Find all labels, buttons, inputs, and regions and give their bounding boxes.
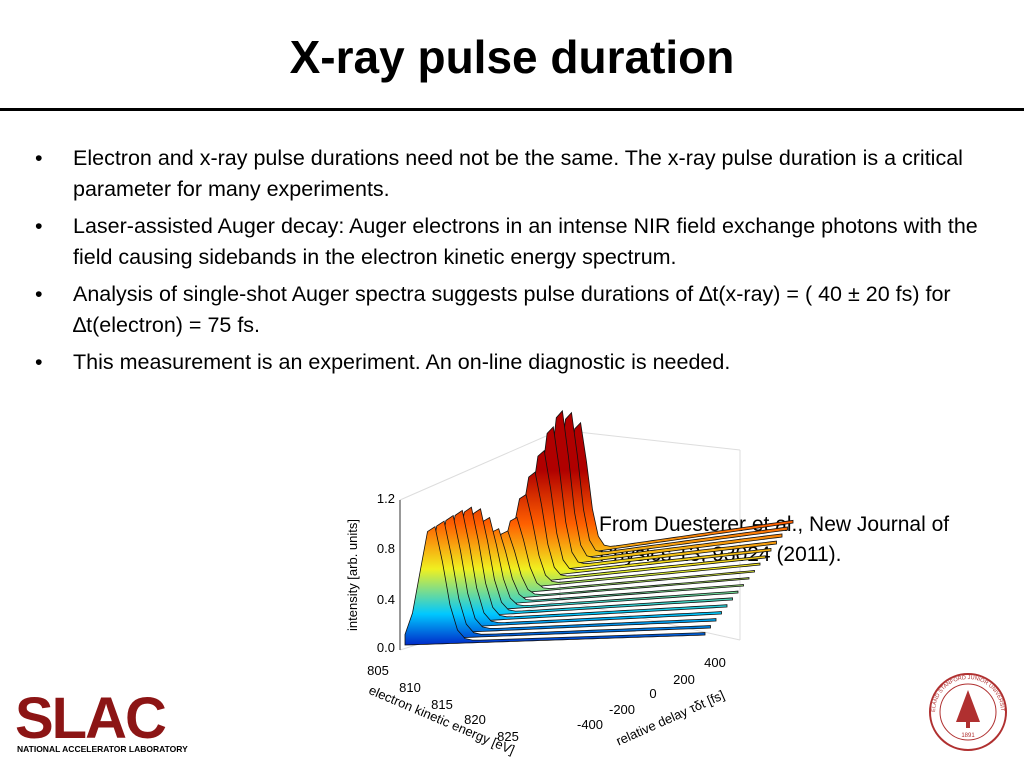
surface-ribbon xyxy=(404,526,706,646)
slac-logo: SLAC NATIONAL ACCELERATOR LABORATORY xyxy=(15,686,188,754)
x-tick-label: 820 xyxy=(464,712,486,727)
seal-year: 1891 xyxy=(961,733,975,739)
x-tick-label: 825 xyxy=(497,729,519,744)
x-tick-label: 815 xyxy=(431,697,453,712)
z-tick-label: -400 xyxy=(577,717,603,732)
y-tick-label: 0.8 xyxy=(377,541,395,556)
bullet: Electron and x-ray pulse durations need … xyxy=(35,143,993,205)
y-tick-label: 1.2 xyxy=(377,491,395,506)
z-tick-label: 0 xyxy=(649,686,656,701)
surface-ribbon xyxy=(480,530,750,602)
waterfall-surface xyxy=(404,409,794,646)
y-axis-label: intensity [arb. units] xyxy=(345,519,360,631)
bullet: This measurement is an experiment. An on… xyxy=(35,347,993,378)
logo-subtitle: NATIONAL ACCELERATOR LABORATORY xyxy=(17,744,188,754)
z-tick-label: 400 xyxy=(704,655,726,670)
logo-name: SLAC xyxy=(15,686,166,751)
x-axis-label: electron kinetic energy [eV] xyxy=(367,682,517,757)
title-rule xyxy=(0,108,1024,111)
z-axis-label: relative delay τδt [fs] xyxy=(614,687,727,748)
stanford-seal: LELAND STANFORD JUNIOR UNIVERSITY 1891 xyxy=(0,0,1007,751)
bullet-list: Electron and x-ray pulse durations need … xyxy=(35,143,993,384)
z-tick-label: -200 xyxy=(609,702,635,717)
bullet: Laser-assisted Auger decay: Auger electr… xyxy=(35,211,993,273)
x-tick-label: 805 xyxy=(367,663,389,678)
x-tick-label: 810 xyxy=(399,680,421,695)
z-tick-label: 200 xyxy=(673,672,695,687)
y-tick-label: 0.0 xyxy=(377,640,395,655)
bullet: Analysis of single-shot Auger spectra su… xyxy=(35,279,993,341)
slide-title: X-ray pulse duration xyxy=(289,31,735,83)
y-tick-label: 0.4 xyxy=(377,592,395,607)
